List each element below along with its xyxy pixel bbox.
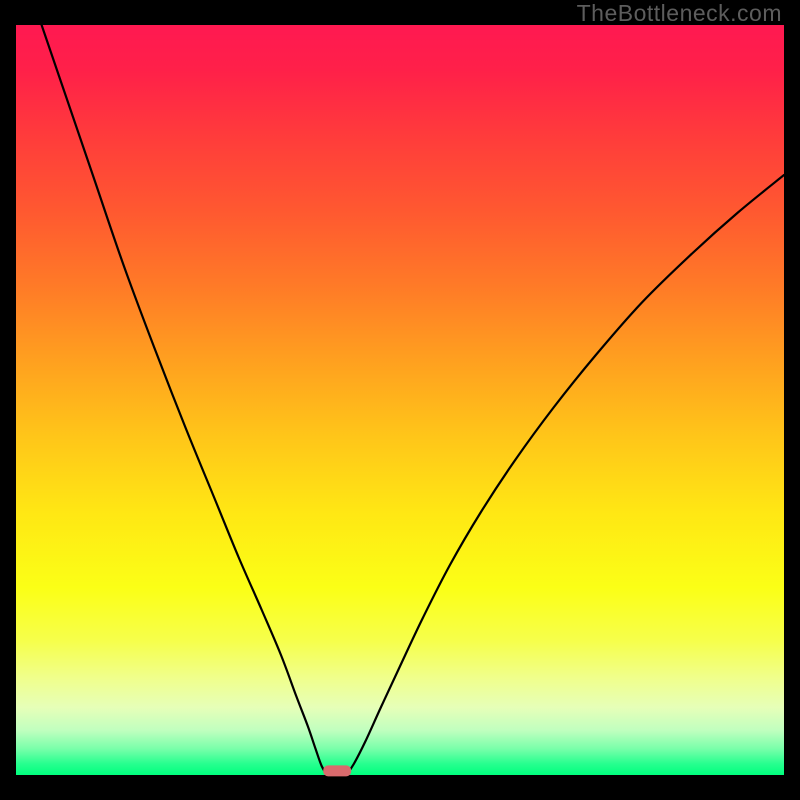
watermark: TheBottleneck.com: [577, 0, 782, 27]
plot-frame: [0, 0, 16, 800]
plot-frame: [784, 0, 800, 800]
plot-frame: [0, 775, 800, 800]
plot-area: [16, 25, 784, 775]
optimal-marker: [323, 765, 351, 776]
